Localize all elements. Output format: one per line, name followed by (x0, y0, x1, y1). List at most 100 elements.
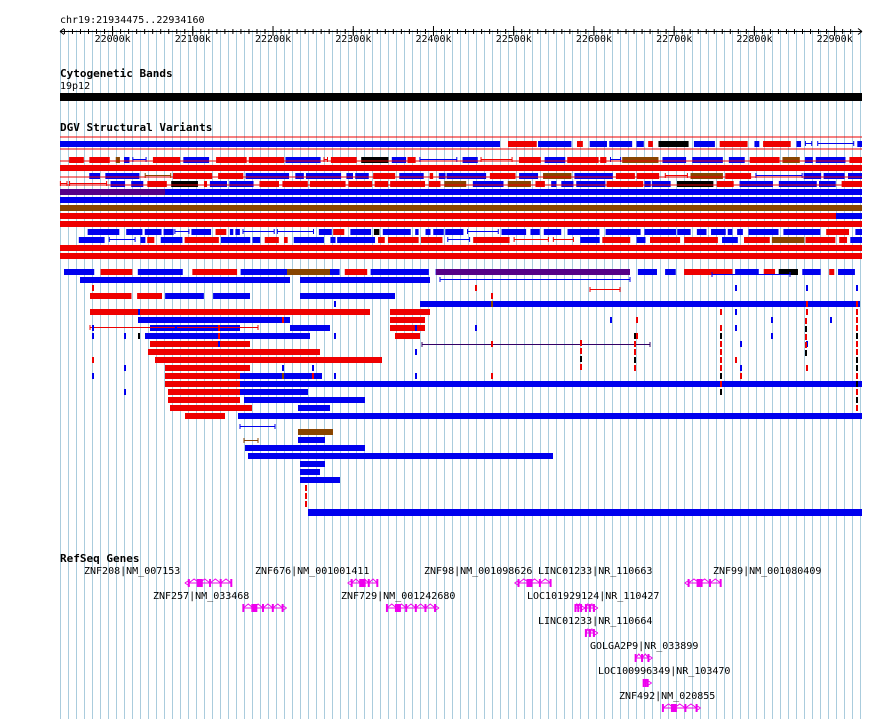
structural-variant[interactable] (390, 325, 425, 331)
structural-variant[interactable] (856, 349, 858, 355)
structural-variant[interactable] (240, 373, 322, 379)
structural-variant[interactable] (580, 364, 582, 370)
structural-variant[interactable] (491, 341, 493, 347)
structural-variant[interactable] (651, 181, 671, 187)
structural-variant[interactable] (735, 357, 737, 363)
structural-variant[interactable] (544, 157, 566, 163)
structural-variant[interactable] (295, 173, 304, 179)
gene-label[interactable]: LOC100996349|NR_103470 (598, 666, 731, 677)
structural-variant[interactable] (60, 197, 862, 203)
structural-variant[interactable] (285, 157, 321, 163)
structural-variant[interactable] (693, 141, 715, 147)
structural-variant[interactable] (665, 269, 676, 275)
gene-model[interactable] (184, 578, 233, 587)
structural-variant[interactable] (89, 157, 110, 163)
structural-variant[interactable] (856, 381, 858, 387)
structural-variant[interactable] (519, 173, 539, 179)
structural-variant[interactable] (462, 157, 478, 163)
structural-variant[interactable] (318, 229, 332, 235)
structural-variant[interactable] (507, 181, 531, 187)
structural-variant[interactable] (374, 181, 389, 187)
gene-label[interactable]: GOLGA2P9|NR_033899 (590, 641, 699, 652)
structural-variant[interactable] (576, 141, 583, 147)
structural-variant[interactable] (433, 229, 444, 235)
gene-model[interactable] (242, 603, 287, 612)
structural-variant[interactable] (334, 333, 336, 339)
gene-model[interactable] (514, 578, 552, 587)
structural-variant[interactable] (444, 181, 467, 187)
structural-variant[interactable] (806, 309, 808, 315)
structural-variant[interactable] (491, 293, 493, 299)
structural-variant[interactable] (203, 181, 208, 187)
structural-variant[interactable] (622, 157, 659, 163)
structural-variant[interactable] (92, 285, 94, 291)
structural-variant[interactable] (634, 341, 636, 347)
structural-variant[interactable] (138, 333, 140, 339)
structural-variant[interactable] (282, 317, 284, 323)
structural-variant[interactable] (92, 333, 94, 339)
structural-variant[interactable] (170, 405, 252, 411)
structural-variant[interactable] (287, 269, 330, 275)
structural-variant[interactable] (648, 141, 653, 147)
structural-variant[interactable] (305, 485, 307, 491)
structural-variant[interactable] (815, 157, 846, 163)
structural-variant[interactable] (252, 237, 261, 243)
structural-variant[interactable] (567, 157, 599, 163)
structural-variant[interactable] (805, 326, 807, 332)
structural-variant[interactable] (796, 141, 802, 147)
structural-variant[interactable] (300, 293, 395, 299)
structural-variant[interactable] (737, 229, 743, 235)
structural-variant[interactable] (308, 509, 862, 516)
structural-variant[interactable] (60, 165, 862, 171)
structural-variant[interactable] (305, 173, 342, 179)
structural-variant[interactable] (856, 325, 858, 331)
structural-variant[interactable] (69, 157, 84, 163)
structural-variant[interactable] (805, 237, 836, 243)
structural-variant[interactable] (829, 269, 835, 275)
structural-variant[interactable] (248, 453, 553, 459)
structural-variant[interactable] (720, 325, 722, 331)
structural-variant[interactable] (105, 173, 140, 179)
structural-variant[interactable] (720, 357, 722, 363)
structural-variant[interactable] (140, 317, 290, 323)
cytoband-bar[interactable] (60, 93, 862, 101)
structural-variant[interactable] (475, 325, 477, 331)
structural-variant[interactable] (163, 229, 174, 235)
structural-variant[interactable] (330, 157, 357, 163)
structural-variant[interactable] (184, 237, 219, 243)
structural-variant[interactable] (696, 229, 707, 235)
structural-variant[interactable] (716, 181, 734, 187)
structural-variant[interactable] (850, 237, 862, 243)
structural-variant[interactable] (218, 341, 220, 347)
structural-variant[interactable] (90, 309, 370, 315)
structural-variant[interactable] (209, 181, 227, 187)
structural-variant[interactable] (856, 373, 858, 379)
structural-variant[interactable] (131, 181, 144, 187)
structural-variant[interactable] (538, 141, 572, 147)
gene-model[interactable] (684, 578, 722, 587)
structural-variant[interactable] (147, 237, 155, 243)
structural-variant[interactable] (293, 237, 324, 243)
structural-variant[interactable] (857, 141, 862, 147)
structural-variant[interactable] (191, 229, 212, 235)
structural-variant[interactable] (415, 229, 419, 235)
structural-variant[interactable] (90, 293, 132, 299)
structural-variant[interactable] (138, 293, 140, 299)
structural-variant[interactable] (407, 157, 416, 163)
structural-variant[interactable] (64, 269, 95, 275)
structural-variant[interactable] (87, 229, 120, 235)
structural-variant[interactable] (165, 365, 250, 371)
structural-variant[interactable] (677, 229, 691, 235)
structural-variant[interactable] (518, 157, 541, 163)
structural-variant[interactable] (830, 317, 832, 323)
structural-variant[interactable] (300, 477, 340, 483)
structural-variant[interactable] (855, 229, 862, 235)
structural-variant[interactable] (245, 445, 365, 451)
structural-variant[interactable] (720, 365, 722, 371)
structural-variant[interactable] (312, 293, 314, 299)
structural-variant[interactable] (806, 381, 808, 387)
structural-variant[interactable] (658, 141, 689, 147)
structural-variant[interactable] (720, 373, 722, 379)
structural-variant[interactable] (606, 181, 644, 187)
structural-variant[interactable] (508, 141, 537, 147)
